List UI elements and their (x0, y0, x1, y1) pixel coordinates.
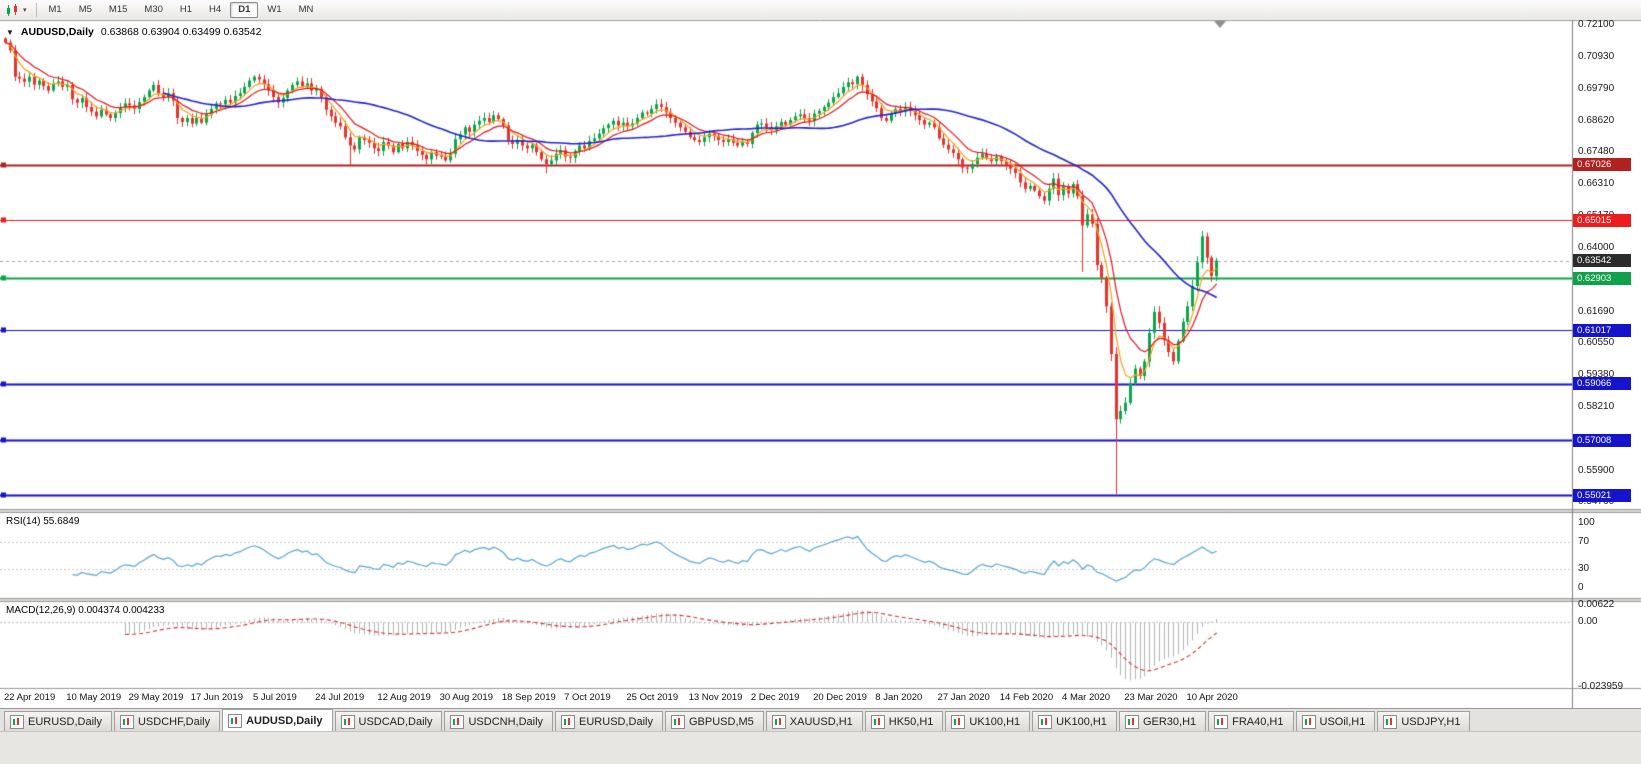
chart-ohlc-readout: 0.63868 0.63904 0.63499 0.63542 (100, 26, 262, 38)
timeframe-button-w1[interactable]: W1 (267, 4, 282, 16)
chart-tab-icon (951, 714, 966, 729)
chart-tab-label: XAUUSD,H1 (789, 715, 853, 728)
timeframe-button-m15[interactable]: M15 (108, 4, 128, 16)
chart-tab-usdcad-daily[interactable]: USDCAD,Daily (334, 711, 443, 731)
chart-tab-bar: EURUSD,Daily USDCHF,Daily AUDUSD,Daily USDC… (0, 708, 1641, 731)
chart-tab-label: USOil,H1 (1319, 715, 1366, 728)
chart-tab-usoil-h1[interactable]: USOil,H1 (1295, 711, 1376, 731)
chart-tab-gbpusd-m5[interactable]: GBPUSD,M5 (665, 711, 764, 731)
toolbar-separator (35, 3, 37, 17)
timeframe-button-h1[interactable]: H1 (179, 4, 193, 16)
status-bar (0, 731, 1641, 764)
chart-tab-label: FRA40,H1 (1232, 715, 1284, 728)
chart-tab-label: HK50,H1 (888, 715, 934, 728)
timeframe-button-mn[interactable]: MN (298, 4, 314, 16)
chart-tab-xauusd-h1[interactable]: XAUUSD,H1 (765, 711, 863, 731)
chart-tab-icon (450, 714, 465, 729)
timeframe-button-m5[interactable]: M5 (78, 4, 92, 16)
timeframe-toolbar: ▾ M1 M5 M15 M30 H1 H4 D1 W1 MN (0, 0, 1641, 20)
chart-tab-label: GER30,H1 (1142, 715, 1197, 728)
chart-tab-label: USDCHF,Daily (137, 715, 211, 728)
timeframe-button-m30[interactable]: M30 (144, 4, 163, 16)
chart-tab-icon (1383, 714, 1398, 729)
timeframe-button-h4[interactable]: H4 (209, 4, 222, 16)
chart-tab-uk100-h1[interactable]: UK100,H1 (945, 711, 1031, 731)
chart-tab-icon (771, 714, 786, 729)
chart-tab-label: UK100,H1 (969, 715, 1021, 728)
timeframe-button-d1[interactable]: D1 (230, 2, 259, 18)
chart-tab-audusd-daily[interactable]: AUDUSD,Daily (222, 709, 333, 731)
chart-tab-hk50-h1[interactable]: HK50,H1 (864, 711, 944, 731)
timeframe-button-m1[interactable]: M1 (48, 4, 62, 16)
timeframe-buttons: M1 M5 M15 M30 H1 H4 D1 W1 MN (41, 2, 322, 18)
chart-tab-eurusd-daily-2[interactable]: EURUSD,Daily (555, 711, 663, 731)
chart-tab-icon (870, 714, 885, 729)
chart-tab-label: UK100,H1 (1056, 715, 1107, 728)
chart-tab-icon (561, 714, 576, 729)
chart-tab-fra40-h1[interactable]: FRA40,H1 (1208, 711, 1294, 731)
chart-dropdown-icon[interactable]: ▼ (6, 27, 14, 37)
chart-tab-icon (10, 714, 24, 729)
chart-tab-ger30-h1[interactable]: GER30,H1 (1118, 711, 1207, 731)
chart-tab-icon (340, 714, 355, 729)
chart-tab-label: GBPUSD,M5 (689, 715, 754, 728)
chart-tab-label: USDCNH,Daily (468, 715, 544, 728)
chart-type-button[interactable]: ▾ (2, 3, 30, 18)
chart-tab-label: USDCAD,Daily (358, 715, 433, 728)
chart-tab-icon (671, 714, 685, 729)
chart-tab-usdchf-daily[interactable]: USDCHF,Daily (113, 711, 221, 731)
chart-tab-uk100-h1-2[interactable]: UK100,H1 (1032, 711, 1117, 731)
chart-tab-label: EURUSD,Daily (28, 715, 102, 728)
chart-tab-label: AUDUSD,Daily (246, 714, 323, 727)
chart-symbol-label: AUDUSD,Daily (20, 26, 94, 38)
chart-tab-icon (119, 714, 134, 729)
chart-tab-icon (1038, 714, 1053, 729)
chart-tab-icon (1214, 714, 1229, 729)
chart-tab-icon (228, 713, 243, 728)
chart-tab-usdjpy-h1[interactable]: USDJPY,H1 (1377, 711, 1471, 731)
chevron-down-icon: ▾ (23, 7, 27, 14)
chart-title: ▼ AUDUSD,Daily 0.63868 0.63904 0.63499 0… (6, 26, 261, 38)
macd-label: MACD(12,26,9) 0.004374 0.004233 (6, 605, 165, 616)
chart-tab-usdcnh-daily[interactable]: USDCNH,Daily (444, 711, 554, 731)
chart-tab-label: EURUSD,Daily (579, 715, 653, 728)
rsi-label: RSI(14) 55.6849 (6, 516, 80, 527)
candlestick-chart-icon (7, 3, 17, 16)
chart-tab-icon (1301, 714, 1316, 729)
chart-tab-eurusd-daily[interactable]: EURUSD,Daily (4, 711, 112, 731)
chart-tab-label: USDJPY,H1 (1401, 715, 1461, 728)
chart-tab-icon (1124, 714, 1139, 729)
